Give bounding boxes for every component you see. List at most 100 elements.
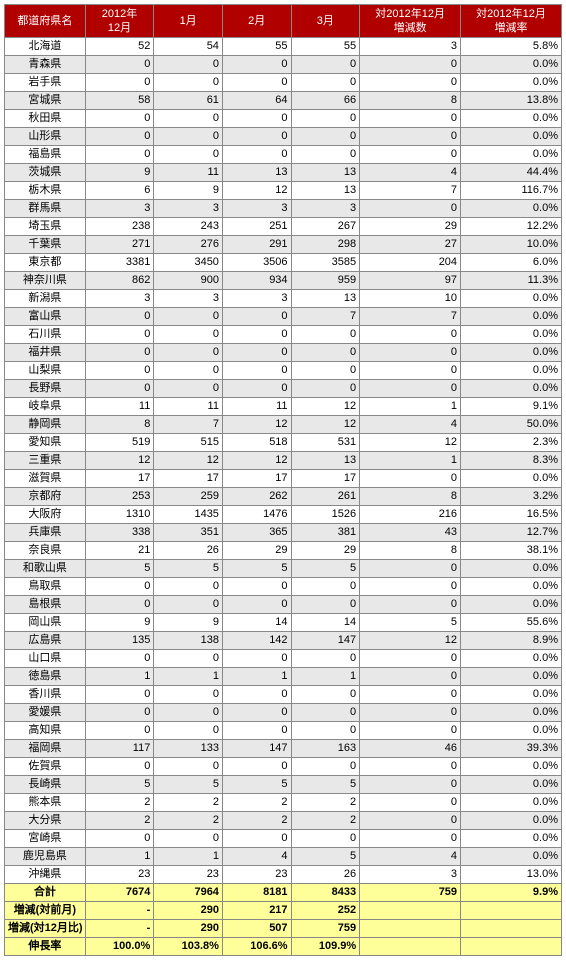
pref-name: 山梨県 xyxy=(5,362,86,380)
value-cell: 2 xyxy=(291,812,360,830)
value-cell: 5 xyxy=(154,776,223,794)
value-cell: 12 xyxy=(291,416,360,434)
value-cell: 66 xyxy=(291,92,360,110)
value-cell: 3 xyxy=(154,290,223,308)
value-cell: 97 xyxy=(360,272,461,290)
table-row: 岩手県000000.0% xyxy=(5,74,562,92)
value-cell: 0 xyxy=(85,344,154,362)
value-cell: 0.0% xyxy=(461,344,562,362)
value-cell: 12 xyxy=(222,416,291,434)
table-row: 大分県222200.0% xyxy=(5,812,562,830)
value-cell: 934 xyxy=(222,272,291,290)
value-cell: 17 xyxy=(154,470,223,488)
summary-value xyxy=(360,920,461,938)
value-cell: 11 xyxy=(222,398,291,416)
value-cell: 12 xyxy=(360,434,461,452)
pref-name: 静岡県 xyxy=(5,416,86,434)
value-cell: 8.3% xyxy=(461,452,562,470)
value-cell: 9 xyxy=(154,614,223,632)
value-cell: 55.6% xyxy=(461,614,562,632)
pref-name: 兵庫県 xyxy=(5,524,86,542)
value-cell: 147 xyxy=(222,740,291,758)
value-cell: 0 xyxy=(222,704,291,722)
table-row: 兵庫県3383513653814312.7% xyxy=(5,524,562,542)
pref-name: 佐賀県 xyxy=(5,758,86,776)
value-cell: 3 xyxy=(154,200,223,218)
value-cell: 0 xyxy=(360,200,461,218)
value-cell: 0 xyxy=(360,578,461,596)
value-cell: 4 xyxy=(360,416,461,434)
pref-name: 岐阜県 xyxy=(5,398,86,416)
value-cell: 1 xyxy=(154,848,223,866)
pref-name: 熊本県 xyxy=(5,794,86,812)
value-cell: 0 xyxy=(360,74,461,92)
pref-name: 栃木県 xyxy=(5,182,86,200)
summary-value: - xyxy=(85,902,154,920)
value-cell: 0 xyxy=(291,110,360,128)
value-cell: 0 xyxy=(360,704,461,722)
value-cell: 1435 xyxy=(154,506,223,524)
summary-value: 217 xyxy=(222,902,291,920)
value-cell: 0 xyxy=(291,722,360,740)
summary-value: 759 xyxy=(291,920,360,938)
value-cell: 17 xyxy=(291,470,360,488)
value-cell: 5.8% xyxy=(461,38,562,56)
value-cell: 13.8% xyxy=(461,92,562,110)
value-cell: 13 xyxy=(291,290,360,308)
value-cell: 8 xyxy=(360,488,461,506)
pref-name: 福岡県 xyxy=(5,740,86,758)
pref-name: 大分県 xyxy=(5,812,86,830)
value-cell: 0 xyxy=(85,578,154,596)
summary-value: 100.0% xyxy=(85,938,154,956)
summary-value: 7674 xyxy=(85,884,154,902)
pref-name: 神奈川県 xyxy=(5,272,86,290)
value-cell: 0.0% xyxy=(461,326,562,344)
value-cell: 2 xyxy=(85,794,154,812)
value-cell: 2 xyxy=(154,812,223,830)
pref-name: 長野県 xyxy=(5,380,86,398)
value-cell: 2 xyxy=(222,812,291,830)
value-cell: 0 xyxy=(154,56,223,74)
value-cell: 0 xyxy=(360,344,461,362)
value-cell: 13 xyxy=(291,182,360,200)
value-cell: 351 xyxy=(154,524,223,542)
col-header-2: 1月 xyxy=(154,5,223,38)
value-cell: 216 xyxy=(360,506,461,524)
value-cell: 0 xyxy=(85,596,154,614)
table-row: 大阪府131014351476152621616.5% xyxy=(5,506,562,524)
value-cell: 12 xyxy=(360,632,461,650)
table-row: 熊本県222200.0% xyxy=(5,794,562,812)
table-row: 宮城県58616466813.8% xyxy=(5,92,562,110)
pref-name: 鹿児島県 xyxy=(5,848,86,866)
value-cell: 0 xyxy=(154,344,223,362)
pref-name: 秋田県 xyxy=(5,110,86,128)
value-cell: 0.0% xyxy=(461,758,562,776)
value-cell: 1310 xyxy=(85,506,154,524)
value-cell: 381 xyxy=(291,524,360,542)
value-cell: 16.5% xyxy=(461,506,562,524)
value-cell: 23 xyxy=(85,866,154,884)
value-cell: 13 xyxy=(291,452,360,470)
value-cell: 0.0% xyxy=(461,128,562,146)
table-row: 宮崎県000000.0% xyxy=(5,830,562,848)
value-cell: 0 xyxy=(154,758,223,776)
value-cell: 0 xyxy=(291,380,360,398)
value-cell: 0 xyxy=(360,146,461,164)
value-cell: 3 xyxy=(85,290,154,308)
value-cell: 0 xyxy=(85,722,154,740)
table-row: 佐賀県000000.0% xyxy=(5,758,562,776)
table-row: 東京都33813450350635852046.0% xyxy=(5,254,562,272)
table-row: 北海道5254555535.8% xyxy=(5,38,562,56)
pref-name: 香川県 xyxy=(5,686,86,704)
pref-name: 岡山県 xyxy=(5,614,86,632)
value-cell: 0 xyxy=(222,128,291,146)
value-cell: 0 xyxy=(154,146,223,164)
table-row: 長崎県555500.0% xyxy=(5,776,562,794)
value-cell: 8 xyxy=(85,416,154,434)
value-cell: 0 xyxy=(291,344,360,362)
pref-name: 宮城県 xyxy=(5,92,86,110)
summary-value: 9.9% xyxy=(461,884,562,902)
value-cell: 0 xyxy=(360,128,461,146)
value-cell: 0.0% xyxy=(461,308,562,326)
value-cell: 0 xyxy=(360,326,461,344)
